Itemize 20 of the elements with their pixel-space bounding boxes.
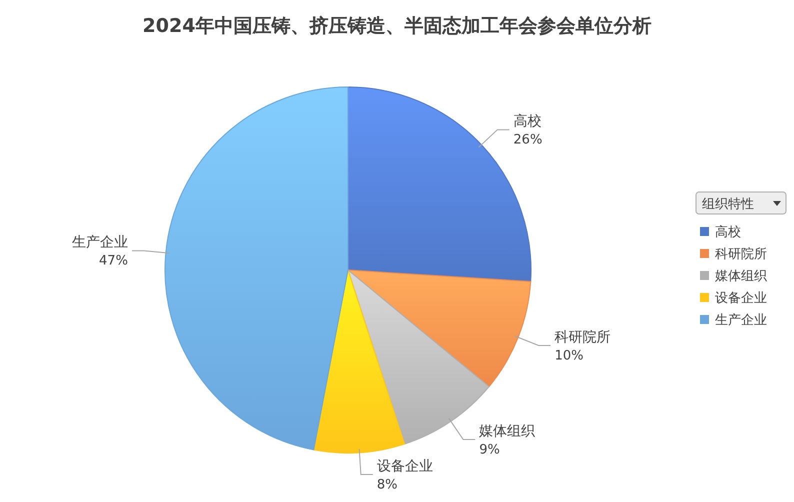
data-label: 9% <box>479 442 500 458</box>
legend-label: 媒体组织 <box>715 269 767 284</box>
slice-label: 高校 <box>513 114 542 130</box>
slice-label: 媒体组织 <box>479 424 536 440</box>
legend-label: 设备企业 <box>715 291 767 306</box>
data-label: 47% <box>99 254 128 269</box>
legend-label: 生产企业 <box>715 313 767 328</box>
data-label: 10% <box>554 348 584 364</box>
data-label: 8% <box>376 478 398 493</box>
pie-slice <box>313 270 406 454</box>
slice-label: 生产企业 <box>72 234 128 251</box>
slice-label: 科研院所 <box>554 329 611 346</box>
legend-label: 科研院所 <box>715 247 767 262</box>
pie-slice <box>164 86 348 450</box>
slice-label: 设备企业 <box>376 458 433 475</box>
pie-slice <box>348 270 532 388</box>
legend-label: 高校 <box>715 224 741 240</box>
data-label: 26% <box>513 132 542 148</box>
chart-title: 2024年中国压铸、挤压铸造、半固态加工年会参会单位分析 <box>142 15 652 37</box>
legend-title: 组织特性 <box>702 197 754 212</box>
